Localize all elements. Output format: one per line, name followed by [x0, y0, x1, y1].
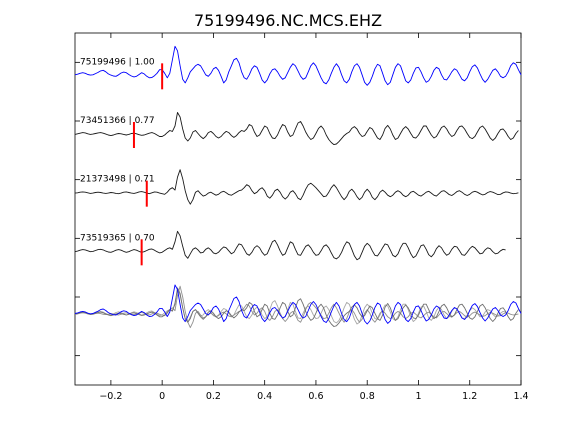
trace-labels: 75199496 | 1.00 73451366 | 0.77 21373498 |…	[80, 57, 155, 243]
x-tick-label: 0.2	[206, 391, 221, 402]
overlay-trace	[74, 284, 522, 325]
plot-area-frame	[74, 32, 522, 386]
overlay-stack	[74, 284, 522, 329]
pick-markers	[132, 63, 164, 266]
waveform-trace	[74, 112, 519, 146]
overlay-trace	[74, 285, 519, 329]
waveform-trace	[74, 45, 522, 86]
trace-label: 21373498 | 0.71	[80, 175, 155, 185]
x-tick-label: 0.6	[308, 391, 323, 402]
x-tick-label: 1.2	[462, 391, 477, 402]
x-tick-label: 1.4	[513, 391, 528, 402]
x-tick-label: 0	[159, 391, 165, 402]
trace-label: 75199496 | 1.00	[80, 57, 155, 67]
trace-label: 73519365 | 0.70	[80, 233, 155, 243]
axis-ticks: −0.2 0 0.2 0.4 0.6 0.8 1 1.2 1.4	[75, 33, 529, 402]
x-tick-label: 0.4	[257, 391, 272, 402]
x-tick-label: −0.2	[99, 391, 122, 402]
x-tick-label: 0.8	[360, 391, 375, 402]
overlay-trace	[74, 287, 519, 327]
trace-label: 73451366 | 0.77	[80, 116, 155, 126]
trace-group	[74, 45, 522, 261]
waveform-trace	[74, 169, 519, 205]
chart-title: 75199496.NC.MCS.EHZ	[194, 11, 382, 30]
x-tick-label: 1	[415, 391, 421, 402]
waveform-trace	[74, 230, 506, 261]
